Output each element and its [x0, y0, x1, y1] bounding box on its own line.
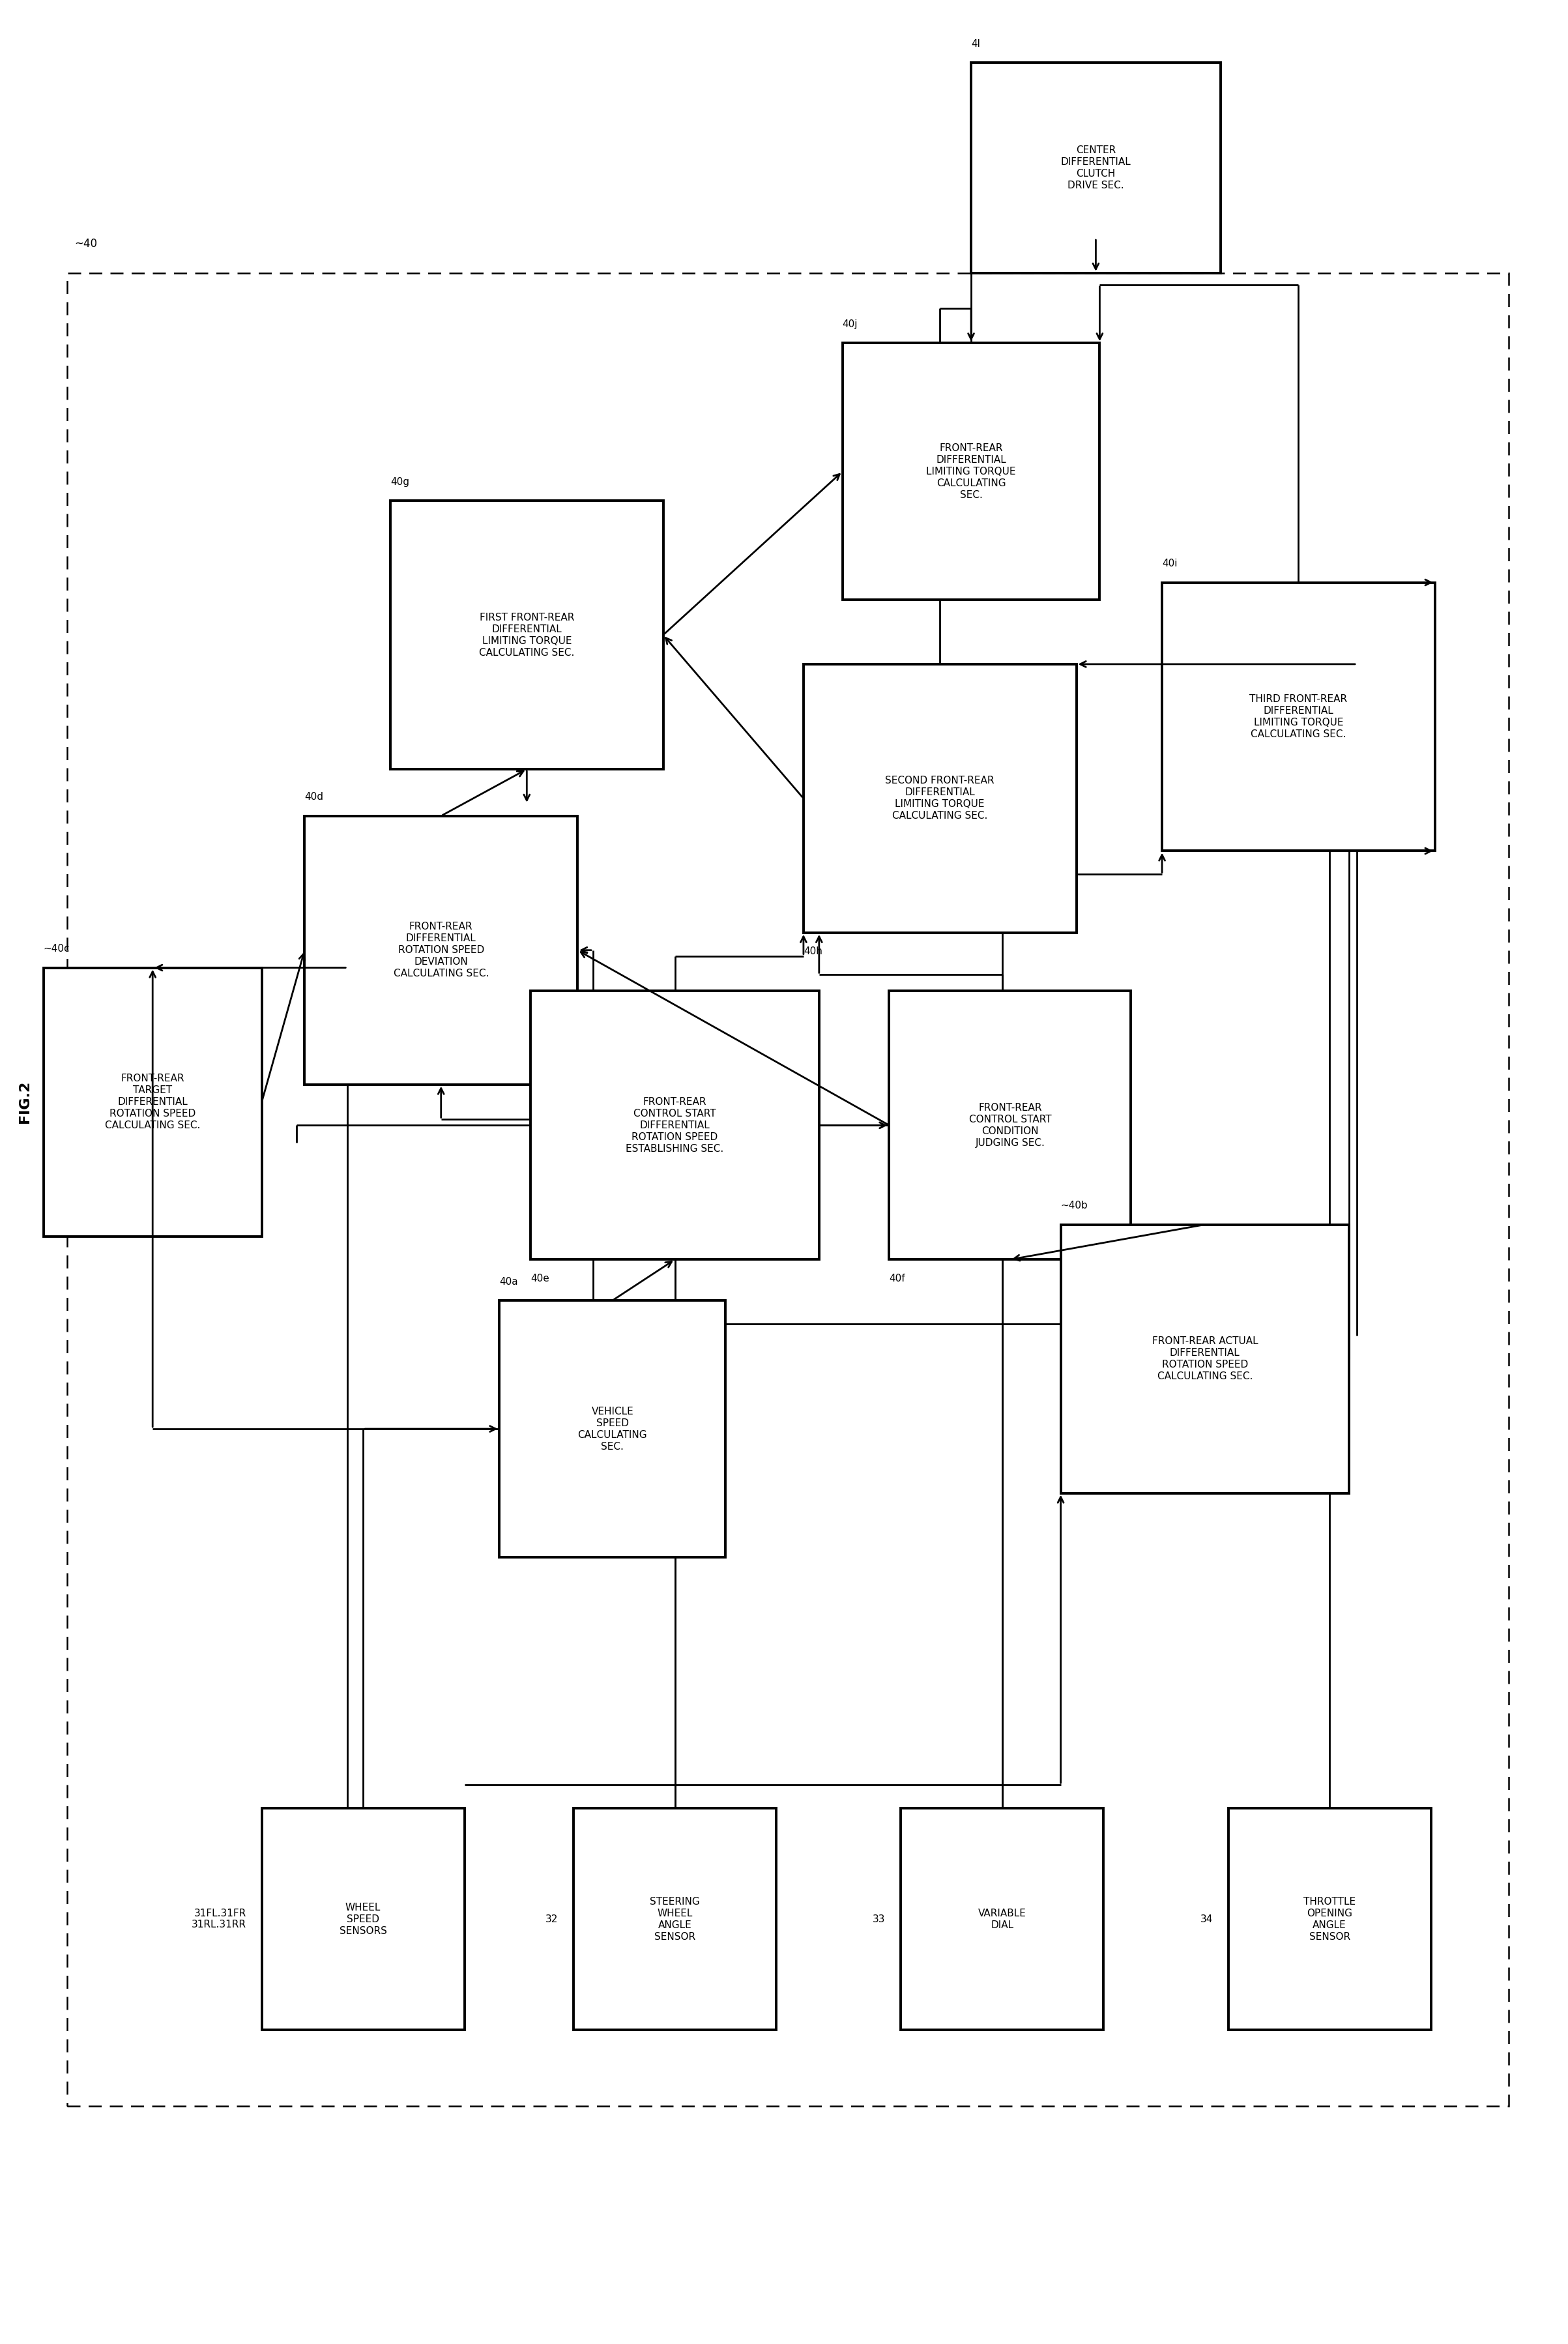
- Bar: [574, 1807, 776, 2030]
- Text: 34: 34: [1200, 1915, 1212, 1924]
- Text: FRONT-REAR
DIFFERENTIAL
ROTATION SPEED
DEVIATION
CALCULATING SEC.: FRONT-REAR DIFFERENTIAL ROTATION SPEED D…: [394, 921, 489, 977]
- Text: 40a: 40a: [500, 1277, 517, 1287]
- Text: 40e: 40e: [530, 1273, 549, 1285]
- Text: 31FL.31FR
31RL.31RR: 31FL.31FR 31RL.31RR: [191, 1908, 246, 1929]
- Text: FRONT-REAR
CONTROL START
DIFFERENTIAL
ROTATION SPEED
ESTABLISHING SEC.: FRONT-REAR CONTROL START DIFFERENTIAL RO…: [626, 1097, 724, 1153]
- Bar: [902, 1807, 1104, 2030]
- Bar: [803, 663, 1076, 933]
- Bar: [44, 968, 262, 1235]
- Bar: [262, 1807, 464, 2030]
- Bar: [971, 63, 1220, 272]
- Text: STEERING
WHEEL
ANGLE
SENSOR: STEERING WHEEL ANGLE SENSOR: [649, 1896, 699, 1941]
- Text: FRONT-REAR ACTUAL
DIFFERENTIAL
ROTATION SPEED
CALCULATING SEC.: FRONT-REAR ACTUAL DIFFERENTIAL ROTATION …: [1152, 1336, 1258, 1381]
- Text: FRONT-REAR
CONTROL START
CONDITION
JUDGING SEC.: FRONT-REAR CONTROL START CONDITION JUDGI…: [969, 1102, 1051, 1149]
- Text: FRONT-REAR
TARGET
DIFFERENTIAL
ROTATION SPEED
CALCULATING SEC.: FRONT-REAR TARGET DIFFERENTIAL ROTATION …: [105, 1074, 201, 1130]
- Bar: [390, 502, 663, 769]
- Text: ~40: ~40: [75, 239, 97, 251]
- Text: 40j: 40j: [842, 319, 858, 328]
- Bar: [1060, 1224, 1348, 1493]
- Bar: [530, 992, 818, 1259]
- Text: 4l: 4l: [971, 40, 980, 49]
- Bar: [1228, 1807, 1432, 2030]
- Text: SECOND FRONT-REAR
DIFFERENTIAL
LIMITING TORQUE
CALCULATING SEC.: SECOND FRONT-REAR DIFFERENTIAL LIMITING …: [886, 776, 994, 820]
- Text: 40i: 40i: [1162, 558, 1178, 567]
- Text: VARIABLE
DIAL: VARIABLE DIAL: [978, 1908, 1027, 1929]
- Text: FIG.2: FIG.2: [19, 1081, 31, 1123]
- Text: 33: 33: [873, 1915, 886, 1924]
- Text: THROTTLE
OPENING
ANGLE
SENSOR: THROTTLE OPENING ANGLE SENSOR: [1303, 1896, 1356, 1941]
- Text: WHEEL
SPEED
SENSORS: WHEEL SPEED SENSORS: [339, 1903, 387, 1936]
- Text: 40d: 40d: [304, 792, 323, 802]
- Text: 40f: 40f: [889, 1273, 905, 1285]
- Text: ~40b: ~40b: [1060, 1200, 1088, 1210]
- Bar: [842, 342, 1099, 600]
- Bar: [304, 816, 577, 1085]
- Text: CENTER
DIFFERENTIAL
CLUTCH
DRIVE SEC.: CENTER DIFFERENTIAL CLUTCH DRIVE SEC.: [1060, 145, 1131, 190]
- Text: THIRD FRONT-REAR
DIFFERENTIAL
LIMITING TORQUE
CALCULATING SEC.: THIRD FRONT-REAR DIFFERENTIAL LIMITING T…: [1250, 694, 1347, 738]
- Bar: [500, 1301, 726, 1556]
- Text: 40g: 40g: [390, 476, 409, 488]
- Bar: [1162, 581, 1435, 851]
- Text: FRONT-REAR
DIFFERENTIAL
LIMITING TORQUE
CALCULATING
SEC.: FRONT-REAR DIFFERENTIAL LIMITING TORQUE …: [927, 443, 1016, 499]
- Bar: [889, 992, 1131, 1259]
- Text: FIRST FRONT-REAR
DIFFERENTIAL
LIMITING TORQUE
CALCULATING SEC.: FIRST FRONT-REAR DIFFERENTIAL LIMITING T…: [480, 612, 574, 656]
- Text: 32: 32: [546, 1915, 558, 1924]
- Text: VEHICLE
SPEED
CALCULATING
SEC.: VEHICLE SPEED CALCULATING SEC.: [577, 1406, 648, 1451]
- Text: ~40c: ~40c: [44, 945, 71, 954]
- Text: 40h: 40h: [803, 947, 822, 956]
- Bar: [67, 272, 1508, 2105]
